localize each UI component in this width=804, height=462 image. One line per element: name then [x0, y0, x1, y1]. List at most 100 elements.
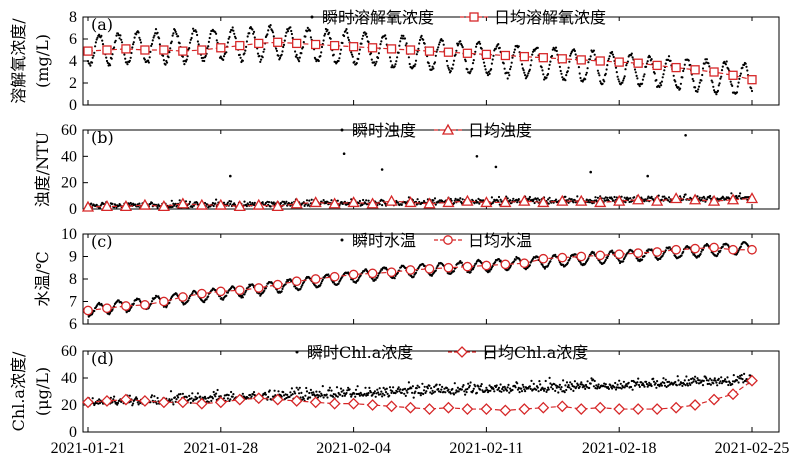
data-point: [205, 298, 208, 301]
mean-marker: [499, 196, 512, 208]
data-point: [357, 278, 360, 281]
mean-marker: [518, 403, 531, 415]
data-point: [593, 199, 596, 202]
mean-marker: [328, 397, 341, 410]
data-point: [401, 37, 404, 40]
data-point: [339, 387, 343, 390]
data-point: [377, 274, 380, 277]
data-point: [487, 389, 490, 392]
data-point: [360, 42, 363, 45]
data-point: [203, 301, 206, 304]
data-point: [698, 81, 701, 84]
data-point: [343, 394, 346, 397]
data-point: [405, 389, 408, 392]
data-point: [264, 201, 267, 205]
data-point: [738, 77, 741, 80]
data-point: [523, 388, 526, 391]
data-point: [451, 67, 454, 70]
data-point: [647, 384, 650, 387]
data-point: [461, 385, 464, 388]
data-point: [738, 195, 741, 198]
data-point: [267, 201, 271, 204]
data-point: [94, 45, 97, 48]
data-point: [369, 391, 373, 394]
data-point: [95, 38, 98, 41]
data-point: [101, 39, 104, 42]
data-point: [266, 33, 269, 36]
data-point: [637, 383, 641, 387]
data-point: [630, 379, 633, 383]
data-point: [497, 258, 501, 261]
data-point: [675, 384, 679, 387]
data-point: [722, 196, 725, 199]
data-point: [422, 392, 425, 396]
data-point: [636, 381, 639, 384]
y-tick-label: 0: [69, 424, 77, 441]
data-point: [565, 381, 569, 384]
data-point: [711, 81, 714, 84]
data-point: [669, 59, 672, 62]
mean-marker: [405, 265, 416, 275]
data-point: [522, 69, 525, 72]
data-point: [291, 36, 294, 40]
data-point: [503, 67, 506, 70]
data-point: [449, 392, 452, 395]
data-point: [324, 27, 327, 31]
data-point: [424, 391, 427, 394]
data-point: [252, 284, 255, 287]
data-point: [154, 296, 157, 299]
data-point: [153, 395, 156, 398]
data-point: [523, 71, 526, 74]
data-point: [701, 73, 704, 77]
data-point: [109, 64, 112, 67]
data-point: [340, 201, 343, 204]
data-point: [189, 38, 192, 41]
data-point: [128, 394, 131, 397]
data-point: [416, 50, 419, 53]
data-point: [739, 192, 742, 195]
data-point: [358, 392, 361, 395]
data-point: [703, 62, 706, 65]
data-point: [411, 385, 414, 388]
data-point: [169, 47, 172, 50]
mean-marker: [651, 194, 664, 206]
data-point: [165, 61, 169, 64]
data-point: [101, 43, 105, 46]
data-point: [469, 381, 472, 384]
data-point: [516, 382, 519, 385]
data-point: [615, 196, 618, 199]
data-point: [126, 63, 129, 66]
mean-marker: [518, 194, 531, 206]
data-point: [486, 388, 489, 391]
data-point: [208, 36, 211, 40]
data-point: [652, 380, 656, 383]
data-point: [348, 388, 351, 391]
chart-panel-2: 0 20 40 60 (b) 浊度/NTU 瞬时浊度 日均浊度: [33, 121, 780, 218]
data-point: [611, 53, 615, 56]
mean-marker: [290, 197, 303, 209]
data-point: [624, 68, 627, 71]
legend-marker-icon: [469, 12, 479, 22]
mean-marker: [197, 45, 207, 55]
data-point: [187, 299, 190, 302]
data-point: [229, 202, 232, 206]
data-point: [431, 389, 434, 392]
data-point: [286, 393, 289, 396]
data-point: [410, 387, 413, 390]
data-point: [396, 56, 399, 59]
data-point: [635, 74, 638, 77]
data-point: [328, 389, 331, 392]
mean-marker: [176, 396, 189, 409]
mean-marker: [386, 44, 397, 54]
data-point: [573, 380, 577, 383]
data-point: [569, 52, 573, 55]
data-point: [282, 394, 286, 397]
data-point: [717, 377, 720, 380]
data-point: [264, 393, 267, 396]
data-point: [363, 31, 366, 34]
y-axis-label: 溶解氧浓度/: [9, 18, 28, 104]
data-point: [560, 72, 563, 75]
data-point: [715, 381, 718, 384]
data-point: [329, 37, 332, 40]
data-point: [640, 381, 643, 384]
